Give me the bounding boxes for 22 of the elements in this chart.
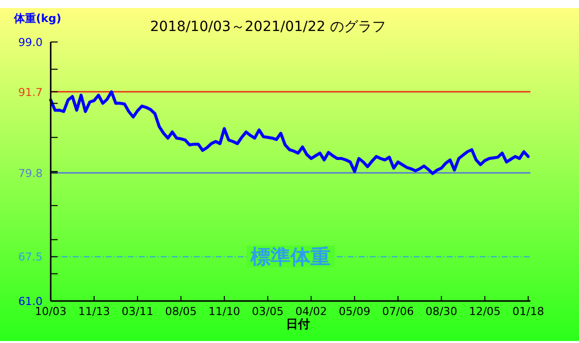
y-tick-label: 61.0 (18, 295, 43, 308)
x-tick-label: 08/05 (165, 305, 197, 318)
ref-line-label: 標準体重 (250, 244, 331, 269)
y-tick-label: 99.0 (18, 36, 43, 49)
y-tick-label: 79.8 (18, 166, 43, 180)
x-tick-label: 07/06 (382, 305, 414, 318)
x-tick-label: 11/10 (208, 305, 240, 318)
x-tick-label: 05/09 (338, 305, 370, 318)
line-series (49, 90, 530, 175)
x-axis-title: 日付 (286, 317, 310, 331)
y-tick-label: 67.5 (18, 250, 43, 264)
x-tick-label: 03/11 (122, 305, 154, 318)
x-tick-label: 12/05 (468, 305, 501, 318)
x-tick-label: 01/18 (512, 305, 544, 318)
x-tick-label: 03/05 (252, 305, 284, 318)
y-axis-title: 体重(kg) (13, 12, 62, 25)
x-tick-label: 10/03 (34, 305, 67, 318)
chart-title: 2018/10/03～2021/01/22 のグラフ (150, 19, 386, 35)
x-tick-label: 04/02 (295, 305, 328, 318)
y-tick-label: 91.7 (18, 86, 43, 99)
x-tick-label: 11/13 (78, 305, 110, 318)
x-tick-label: 08/30 (426, 305, 458, 318)
